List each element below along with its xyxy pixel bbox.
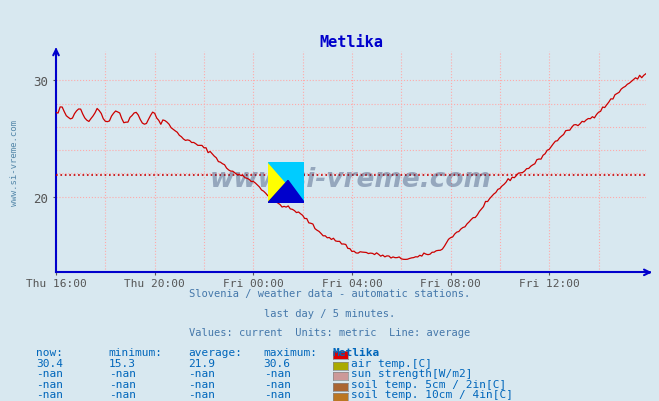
- Text: air temp.[C]: air temp.[C]: [351, 358, 432, 368]
- Text: Values: current  Units: metric  Line: average: Values: current Units: metric Line: aver…: [189, 327, 470, 337]
- Text: soil temp. 10cm / 4in[C]: soil temp. 10cm / 4in[C]: [351, 389, 513, 399]
- Text: soil temp. 5cm / 2in[C]: soil temp. 5cm / 2in[C]: [351, 379, 507, 389]
- Text: www.si-vreme.com: www.si-vreme.com: [10, 119, 19, 205]
- Text: -nan: -nan: [36, 400, 63, 401]
- Text: minimum:: minimum:: [109, 347, 163, 357]
- Text: 30.4: 30.4: [36, 358, 63, 368]
- Polygon shape: [268, 163, 304, 203]
- Text: maximum:: maximum:: [264, 347, 318, 357]
- Polygon shape: [268, 163, 304, 203]
- Text: -nan: -nan: [264, 400, 291, 401]
- Text: Slovenia / weather data - automatic stations.: Slovenia / weather data - automatic stat…: [189, 289, 470, 299]
- Text: www.si-vreme.com: www.si-vreme.com: [210, 167, 492, 193]
- Text: average:: average:: [188, 347, 242, 357]
- Text: -nan: -nan: [109, 369, 136, 379]
- Text: -nan: -nan: [109, 389, 136, 399]
- Text: -nan: -nan: [188, 369, 215, 379]
- Text: -nan: -nan: [36, 369, 63, 379]
- Text: -nan: -nan: [188, 389, 215, 399]
- Text: sun strength[W/m2]: sun strength[W/m2]: [351, 369, 473, 379]
- Text: 30.6: 30.6: [264, 358, 291, 368]
- Text: 15.3: 15.3: [109, 358, 136, 368]
- Text: -nan: -nan: [264, 389, 291, 399]
- Text: last day / 5 minutes.: last day / 5 minutes.: [264, 308, 395, 318]
- Text: now:: now:: [36, 347, 63, 357]
- Title: Metlika: Metlika: [319, 34, 383, 50]
- Text: -nan: -nan: [188, 379, 215, 389]
- Text: -nan: -nan: [264, 379, 291, 389]
- Text: Metlika: Metlika: [333, 347, 380, 357]
- Text: -nan: -nan: [36, 389, 63, 399]
- Text: -nan: -nan: [36, 379, 63, 389]
- Polygon shape: [268, 181, 304, 203]
- Text: 21.9: 21.9: [188, 358, 215, 368]
- Text: soil temp. 20cm / 8in[C]: soil temp. 20cm / 8in[C]: [351, 400, 513, 401]
- Text: -nan: -nan: [188, 400, 215, 401]
- Text: -nan: -nan: [109, 400, 136, 401]
- Text: -nan: -nan: [264, 369, 291, 379]
- Text: -nan: -nan: [109, 379, 136, 389]
